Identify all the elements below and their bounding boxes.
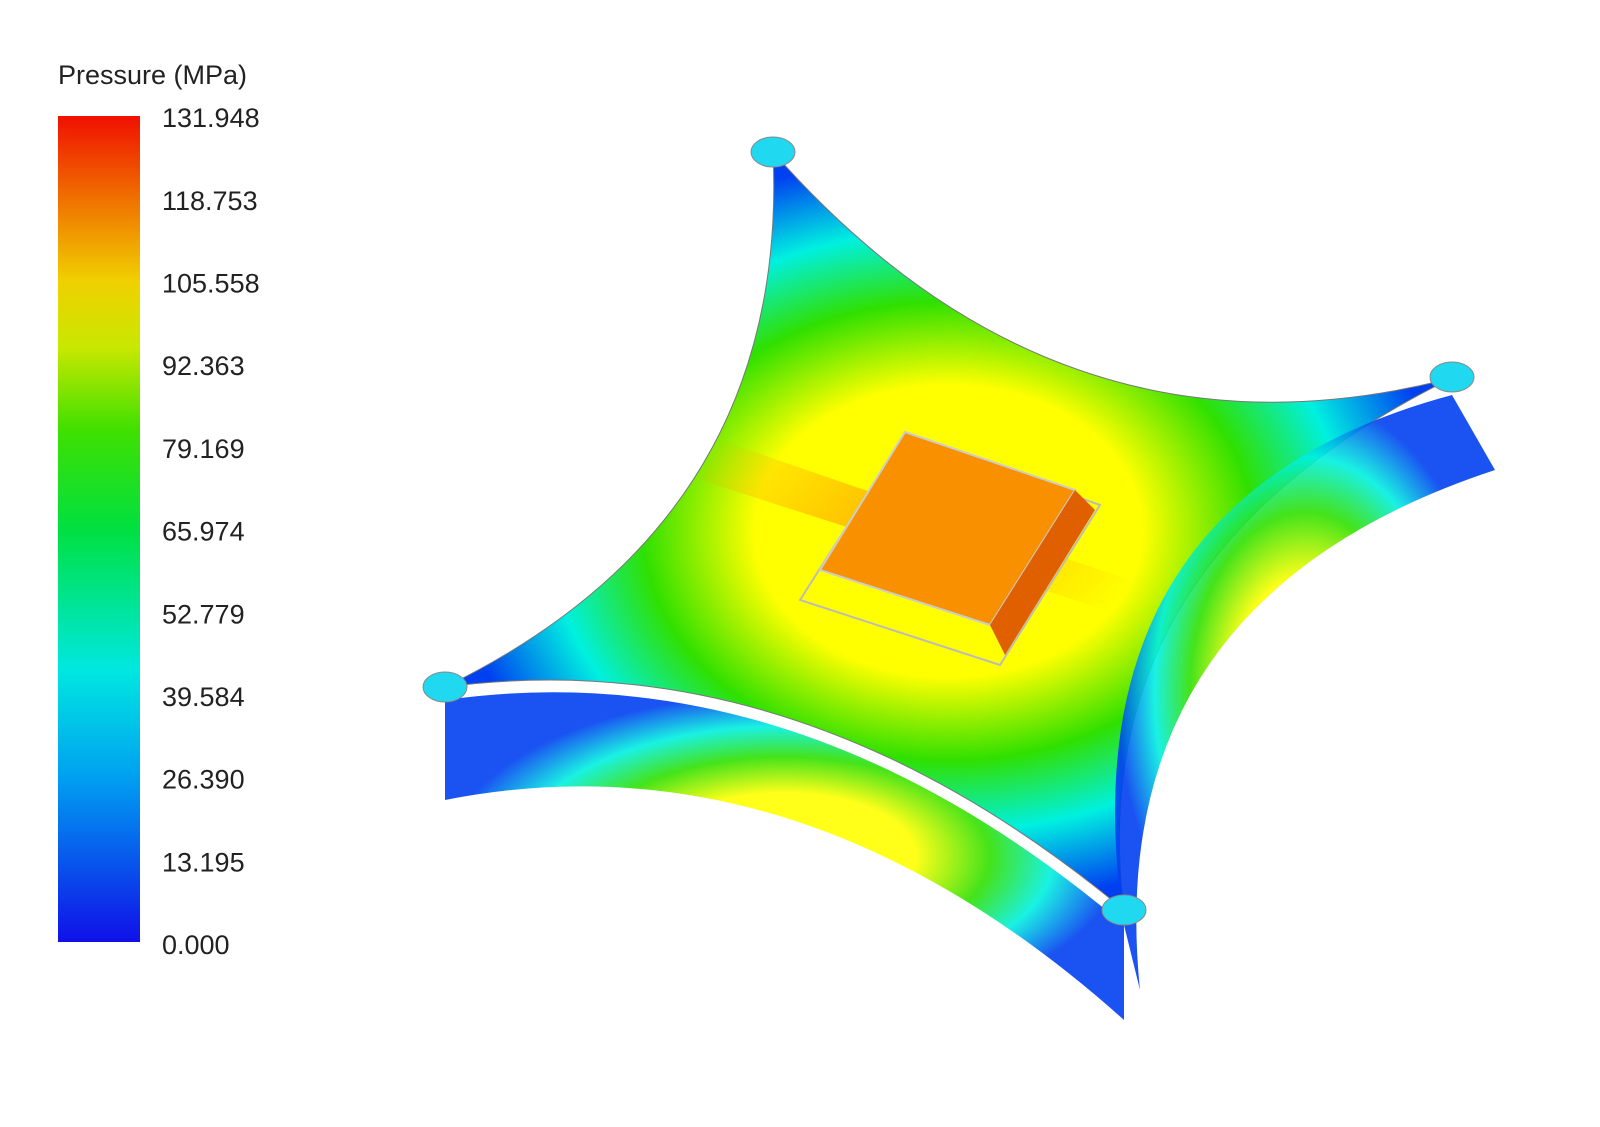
scale-label: 65.974 (162, 517, 245, 547)
pad-side (990, 490, 1095, 655)
scale-label: 0.000 (162, 930, 230, 960)
scale-label: 26.390 (162, 765, 245, 795)
legend-title: Pressure (MPa) (58, 60, 247, 90)
side-wall (1115, 395, 1495, 990)
scale-label: 105.558 (162, 269, 260, 299)
scale-label: 52.779 (162, 599, 245, 629)
color-bar (58, 116, 140, 942)
mount-post (422, 671, 468, 703)
mount-post (1429, 361, 1475, 393)
scale-label: 131.948 (162, 103, 260, 133)
scale-label: 118.753 (162, 186, 258, 216)
color-scale: Pressure (MPa) (58, 60, 247, 942)
mount-post (750, 136, 796, 168)
model (422, 136, 1495, 1020)
scale-labels: 131.948 118.753 105.558 92.363 79.169 65.974 5… (162, 103, 260, 960)
side-wall (445, 692, 1124, 1020)
mount-post (1101, 894, 1147, 926)
scale-label: 79.169 (162, 434, 245, 464)
scale-label: 13.195 (162, 847, 245, 877)
scale-label: 39.584 (162, 682, 245, 712)
scale-label: 92.363 (162, 351, 245, 381)
